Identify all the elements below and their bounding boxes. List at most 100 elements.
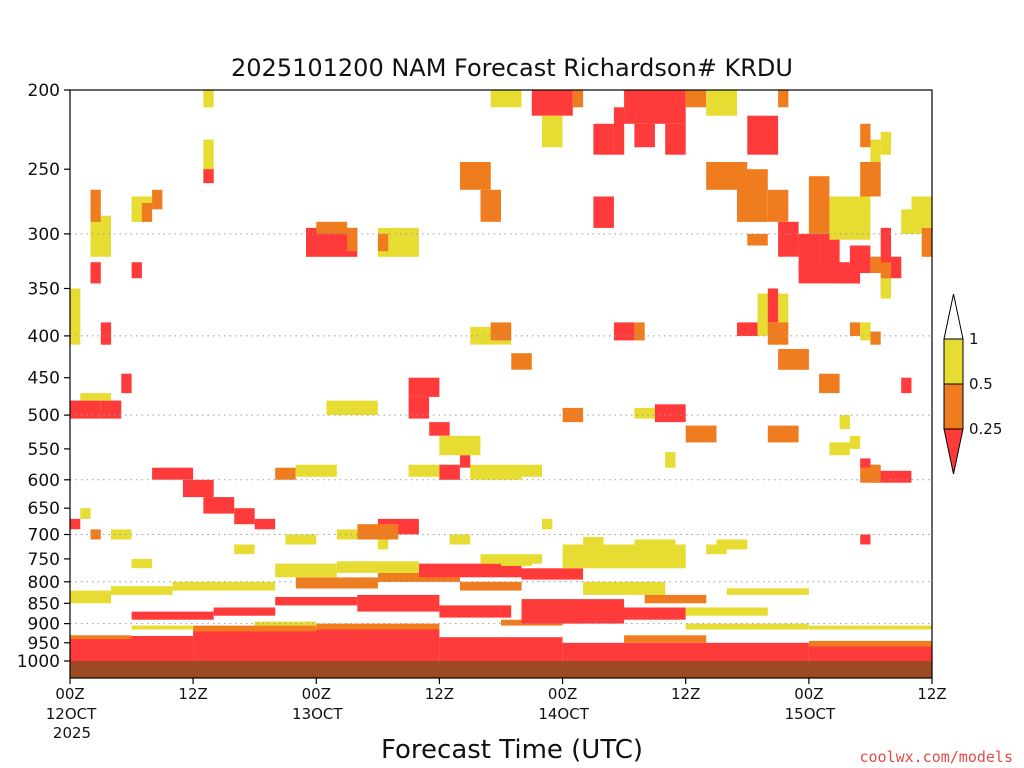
heatmap-cell <box>408 464 440 477</box>
heatmap-cell <box>131 262 142 279</box>
heatmap-cell <box>439 637 563 661</box>
x-tick-label: 00Z <box>794 685 823 703</box>
heatmap-cell <box>593 554 625 564</box>
heatmap-cell <box>634 407 655 419</box>
y-tick-label: 800 <box>28 573 60 593</box>
heatmap-cell <box>377 539 389 550</box>
heatmap-cell <box>141 203 153 222</box>
heatmap-cell <box>849 322 861 336</box>
y-tick-label: 900 <box>28 615 60 635</box>
heatmap-cell <box>70 288 81 345</box>
x-tick-label: 00Z <box>55 685 84 703</box>
heatmap-cell <box>849 245 871 273</box>
heatmap-cell <box>439 605 512 618</box>
heatmap-cell <box>665 452 676 468</box>
heatmap-cell <box>767 288 779 323</box>
colorbar-bottom-arrow <box>943 428 964 475</box>
heatmap-cell <box>234 544 255 555</box>
heatmap-cell <box>275 597 358 606</box>
colorbar-segment <box>943 338 964 385</box>
heatmap-cell <box>90 189 101 222</box>
heatmap-cell <box>665 123 686 155</box>
heatmap-cell <box>90 529 101 540</box>
heatmap-cell <box>501 558 532 566</box>
heatmap-cell <box>70 518 81 530</box>
heatmap-cell <box>829 442 850 456</box>
surface-band <box>70 661 932 678</box>
x-tick-label: 00Z <box>302 685 331 703</box>
x-tick-year: 2025 <box>53 724 91 742</box>
heatmap-cell <box>685 607 768 616</box>
heatmap-cell <box>347 227 358 252</box>
heatmap-cell <box>624 635 707 643</box>
heatmap-cell <box>716 539 748 550</box>
heatmap-cell <box>860 123 871 148</box>
heatmap-cell <box>316 221 348 234</box>
x-axis-label: Forecast Time (UTC) <box>381 735 643 765</box>
heatmap-cell <box>490 322 512 341</box>
heatmap-cell <box>100 400 122 419</box>
heatmap-cell <box>80 393 112 401</box>
heatmap-cells <box>70 90 932 678</box>
heatmap-cell <box>808 625 932 630</box>
colorbar-segment <box>943 383 964 430</box>
x-tick-label: 12Z <box>425 685 454 703</box>
heatmap-cell <box>460 455 471 468</box>
heatmap-cell <box>583 537 604 545</box>
heatmap-cell <box>234 508 255 525</box>
y-tick-label: 350 <box>28 280 60 300</box>
heatmap-cell <box>531 90 573 116</box>
heatmap-cell <box>880 227 891 263</box>
heatmap-cell <box>275 467 296 480</box>
colorbar-top-arrow <box>943 293 964 340</box>
heatmap-cell <box>767 425 799 443</box>
y-tick-label: 850 <box>28 594 60 614</box>
heatmap-cell <box>583 581 666 595</box>
heatmap-cell <box>377 572 460 582</box>
heatmap-cell <box>470 464 522 480</box>
heatmap-cell <box>706 544 727 555</box>
x-tick-date: 14OCT <box>538 705 589 723</box>
heatmap-cell <box>295 577 378 589</box>
heatmap-cell <box>152 189 163 210</box>
x-tick-date: 13OCT <box>292 705 343 723</box>
heatmap-cell <box>870 139 881 162</box>
heatmap-cell <box>747 233 768 246</box>
heatmap-cell <box>460 162 491 190</box>
heatmap-cell <box>439 435 481 456</box>
heatmap-cell <box>511 353 532 370</box>
heatmap-cell <box>767 189 789 222</box>
heatmap-cell <box>203 139 214 184</box>
heatmap-cell <box>131 625 194 630</box>
heatmap-cell <box>819 373 840 394</box>
colorbar-label: 0.25 <box>969 420 1002 438</box>
heatmap-cell <box>336 529 358 540</box>
heatmap-cell <box>891 256 902 279</box>
heatmap-cell <box>860 322 871 341</box>
y-tick-label: 500 <box>28 406 60 426</box>
heatmap-cell <box>634 322 645 341</box>
y-tick-label: 750 <box>28 550 60 570</box>
heatmap-cell <box>203 169 214 184</box>
heatmap-cell <box>778 349 809 370</box>
x-tick-date: 15OCT <box>785 705 836 723</box>
heatmap-cell <box>542 518 553 530</box>
heatmap-cell <box>70 635 132 640</box>
heatmap-cell <box>839 415 850 429</box>
heatmap-cell <box>326 400 378 416</box>
heatmap-cell <box>747 115 779 155</box>
y-tick-label: 300 <box>28 225 60 245</box>
heatmap-cell <box>603 607 686 620</box>
x-tick-label: 12Z <box>178 685 207 703</box>
heatmap-cell <box>819 233 840 268</box>
chart-title: 2025101200 NAM Forecast Richardson# KRDU <box>231 54 793 82</box>
heatmap-cell <box>860 464 881 483</box>
y-tick-label: 450 <box>28 369 60 389</box>
y-tick-label: 1000 <box>17 652 60 672</box>
heatmap-cell <box>634 539 676 550</box>
heatmap-cell <box>911 196 932 228</box>
x-tick-label: 12Z <box>671 685 700 703</box>
y-axis: 200 250 300 350 400 450 500 550 600 650 700 750 8008… <box>17 81 70 672</box>
